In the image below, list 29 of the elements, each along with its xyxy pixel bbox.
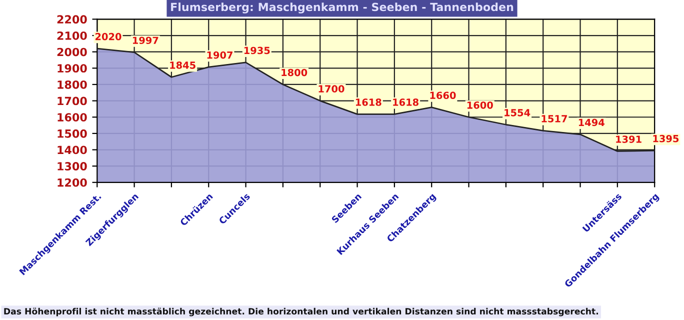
data-label: 1997 — [132, 36, 158, 44]
data-label: 1600 — [467, 101, 493, 109]
data-label: 1618 — [356, 98, 382, 106]
text: Das Höhenprofil ist nicht masstäblich gezeichnet. Die horizontalen und vertikalen Distanzen sind nicht massstabsgerecht. — [4, 308, 598, 316]
data-label: 1391 — [616, 136, 642, 143]
y-tick-label: 1700 — [58, 96, 87, 106]
data-label: 1395 — [653, 134, 679, 142]
data-label: 1935 — [244, 46, 270, 54]
data-label: 1618 — [393, 98, 418, 106]
y-tick-label: 1400 — [58, 146, 87, 154]
data-label: 2020 — [95, 32, 122, 40]
y-tick-label: 2000 — [57, 48, 87, 56]
y-tick-label: 1900 — [58, 64, 87, 73]
chart-title: Flumserberg: Maschgenkamm - Seeben - Tannenboden — [171, 2, 514, 14]
data-label: 1700 — [318, 85, 344, 93]
y-tick-label: 1600 — [58, 113, 87, 122]
data-label: 1517 — [542, 115, 567, 122]
y-tick-label: 2100 — [57, 31, 87, 40]
data-label: 1907 — [207, 51, 232, 59]
y-tick-label: 2200 — [57, 15, 87, 24]
data-label: 1660 — [430, 92, 456, 100]
y-tick-label: 1800 — [58, 80, 87, 89]
y-tick-label: 1300 — [58, 162, 87, 170]
y-tick-label: 1500 — [58, 129, 87, 138]
data-label: 1554 — [504, 109, 530, 116]
data-label: 1494 — [578, 118, 604, 126]
data-label: 1800 — [282, 68, 308, 76]
data-label: 1845 — [170, 61, 196, 69]
y-tick-label: 1200 — [58, 178, 87, 187]
